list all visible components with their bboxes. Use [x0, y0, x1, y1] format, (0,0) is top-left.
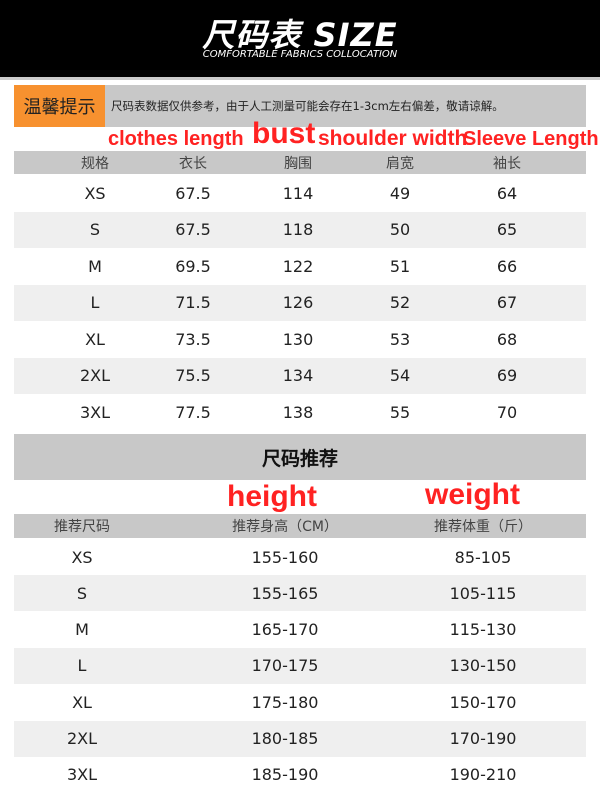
table-cell: 155-160 [251, 547, 319, 567]
table-row: M 165-170 115-130 [14, 612, 586, 648]
table-row: XS 67.5 114 49 64 [14, 175, 586, 211]
table-cell: XL [85, 329, 105, 349]
column-header: 推荐身高（CM） [232, 519, 338, 535]
table-cell: 50 [389, 220, 411, 239]
table-cell: 73.5 [175, 329, 211, 349]
table-row: 3XL 77.5 138 55 70 [14, 394, 586, 430]
page-subtitle: COMFORTABLE FABRICS COLLOCATION [202, 49, 398, 60]
table-cell: 64 [496, 183, 518, 203]
table-cell: 170-175 [251, 656, 319, 676]
table-row: XL 73.5 130 53 68 [14, 321, 586, 357]
table-cell: 180-185 [251, 729, 319, 748]
column-header: 推荐体重（斤） [434, 519, 532, 535]
table-cell: 126 [282, 293, 314, 312]
table-cell: 75.5 [175, 366, 211, 385]
column-header: 衣长 [179, 155, 207, 172]
column-header: 胸围 [284, 155, 312, 172]
table-cell: 190-210 [449, 765, 517, 785]
table-cell: 70 [496, 402, 518, 422]
table-row: S 67.5 118 50 65 [14, 211, 586, 248]
table-cell: 175-180 [251, 692, 319, 712]
table-row: S 155-165 105-115 [14, 575, 586, 612]
table-cell: 67 [496, 293, 518, 312]
column-header: 袖长 [493, 155, 521, 172]
table-cell: 69 [496, 366, 518, 385]
table-cell: 165-170 [251, 620, 319, 640]
annotation-bust: bust [252, 117, 316, 150]
table-cell: 118 [282, 220, 314, 239]
table-cell: 49 [389, 183, 411, 203]
table-cell: 130 [282, 329, 314, 349]
recommend-title: 尺码推荐 [14, 434, 586, 480]
table-cell: 115-130 [449, 620, 517, 640]
table-cell: M [88, 256, 102, 276]
table-row: XS 155-160 85-105 [14, 539, 586, 575]
annotation-height: height [227, 480, 317, 513]
table-cell: 155-165 [251, 583, 319, 603]
page-title: 尺码表 SIZE [202, 16, 398, 54]
table-cell: S [89, 220, 101, 239]
table-row: XL 175-180 150-170 [14, 684, 586, 720]
annotation-weight: weight [425, 478, 520, 511]
table-cell: 85-105 [454, 547, 512, 567]
table-cell: 114 [282, 183, 314, 203]
table-cell: 52 [389, 293, 411, 312]
size-table-header: 规格 衣长 胸围 肩宽 袖长 [14, 151, 586, 174]
table-cell: 51 [389, 256, 411, 276]
table-cell: XS [71, 547, 93, 567]
table-cell: 65 [496, 220, 518, 239]
table-row: 3XL 185-190 190-210 [14, 757, 586, 793]
table-cell: 77.5 [175, 402, 211, 422]
table-cell: 54 [389, 366, 411, 385]
column-header: 肩宽 [386, 155, 414, 172]
table-cell: 66 [496, 256, 518, 276]
column-header: 推荐尺码 [54, 519, 110, 535]
table-cell: 55 [389, 402, 411, 422]
table-cell: 3XL [66, 765, 98, 785]
table-row: 2XL 75.5 134 54 69 [14, 357, 586, 394]
table-cell: 71.5 [175, 293, 211, 312]
table-cell: 138 [282, 402, 314, 422]
page-header: 尺码表 SIZE COMFORTABLE FABRICS COLLOCATION [0, 0, 600, 77]
table-cell: 134 [282, 366, 314, 385]
annotation-shoulder-width: shoulder width [318, 127, 468, 150]
table-cell: 130-150 [449, 656, 517, 676]
table-cell: S [76, 583, 88, 603]
table-cell: 3XL [79, 402, 111, 422]
table-cell: L [77, 656, 87, 676]
divider [0, 77, 600, 80]
column-header: 规格 [81, 155, 109, 172]
table-cell: 2XL [79, 366, 111, 385]
table-row: M 69.5 122 51 66 [14, 248, 586, 284]
table-cell: 68 [496, 329, 518, 349]
table-cell: 67.5 [175, 183, 211, 203]
table-cell: 122 [282, 256, 314, 276]
table-cell: 170-190 [449, 729, 517, 748]
annotation-clothes-length: clothes length [108, 128, 244, 150]
table-row: L 170-175 130-150 [14, 647, 586, 684]
table-cell: 69.5 [175, 256, 211, 276]
table-cell: 185-190 [251, 765, 319, 785]
tip-box: 温馨提示 尺码表数据仅供参考，由于人工测量可能会存在1-3cm左右偏差，敬请谅解… [14, 85, 586, 127]
table-cell: XS [84, 183, 106, 203]
table-cell: 2XL [66, 729, 98, 748]
table-cell: L [90, 293, 100, 312]
table-cell: XL [72, 692, 92, 712]
annotation-sleeve-length: Sleeve Length [463, 128, 599, 150]
table-cell: 53 [389, 329, 411, 349]
table-row: L 71.5 126 52 67 [14, 284, 586, 321]
table-cell: M [75, 620, 89, 640]
table-cell: 105-115 [449, 583, 517, 603]
table-cell: 150-170 [449, 692, 517, 712]
table-row: 2XL 180-185 170-190 [14, 720, 586, 757]
recommend-table-header: 推荐尺码 推荐身高（CM） 推荐体重（斤） [14, 514, 586, 538]
tip-message: 尺码表数据仅供参考，由于人工测量可能会存在1-3cm左右偏差，敬请谅解。 [111, 99, 504, 113]
tip-label: 温馨提示 [14, 85, 105, 127]
table-cell: 67.5 [175, 220, 211, 239]
